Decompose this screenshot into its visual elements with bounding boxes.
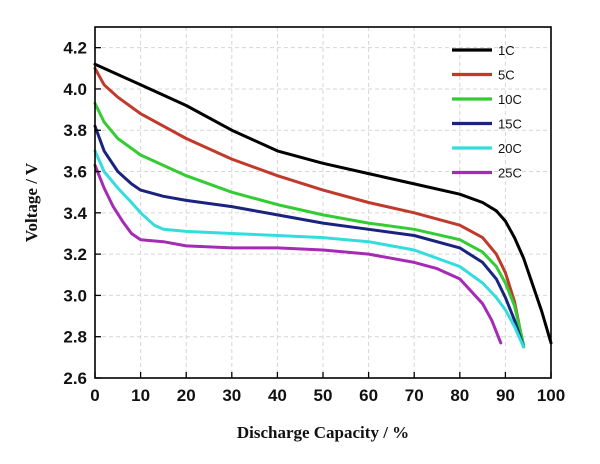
y-tick-label: 2.8 bbox=[63, 328, 87, 347]
x-tick-label: 10 bbox=[131, 386, 150, 405]
y-tick-label: 3.2 bbox=[63, 245, 87, 264]
series-line-5c bbox=[93, 66, 526, 349]
y-tick-label: 3.8 bbox=[63, 121, 87, 140]
y-tick-label: 3.0 bbox=[63, 286, 87, 305]
legend-label: 1C bbox=[498, 43, 515, 58]
x-tick-label: 20 bbox=[177, 386, 196, 405]
x-tick-label: 70 bbox=[405, 386, 424, 405]
axis-ticks bbox=[94, 46, 552, 379]
x-tick-label: 80 bbox=[450, 386, 469, 405]
legend: 1C 5C 10C 15C 20C 25C bbox=[452, 43, 522, 181]
y-tick-label: 3.4 bbox=[63, 204, 87, 223]
series-lines bbox=[93, 62, 553, 349]
legend-label: 25C bbox=[498, 166, 522, 181]
y-tick-label: 2.6 bbox=[63, 369, 87, 388]
legend-label: 15C bbox=[498, 117, 522, 132]
x-tick-label: 30 bbox=[222, 386, 241, 405]
y-axis-title: Voltage / V bbox=[22, 162, 41, 242]
legend-label: 20C bbox=[498, 141, 522, 156]
x-tick-label: 100 bbox=[537, 386, 565, 405]
series-line-15c bbox=[93, 124, 526, 349]
x-tick-label: 40 bbox=[268, 386, 287, 405]
x-tick-label: 50 bbox=[314, 386, 333, 405]
legend-label: 10C bbox=[498, 92, 522, 107]
series-line-10c bbox=[93, 101, 526, 347]
tick-labels: 0 10 20 30 40 50 60 70 80 90 100 2.6 2.8 3.0 3.2 3.4 3.6… bbox=[63, 39, 565, 405]
x-tick-label: 90 bbox=[496, 386, 515, 405]
y-tick-label: 4.2 bbox=[63, 39, 87, 58]
legend-label: 5C bbox=[498, 68, 515, 83]
y-tick-label: 4.0 bbox=[63, 80, 87, 99]
series-line-20c bbox=[93, 149, 526, 349]
grid-lines bbox=[95, 27, 551, 378]
series-line-25c bbox=[93, 163, 503, 345]
x-tick-label: 60 bbox=[359, 386, 378, 405]
y-tick-label: 3.6 bbox=[63, 163, 87, 182]
x-axis-title: Discharge Capacity / % bbox=[237, 423, 409, 442]
x-tick-label: 0 bbox=[90, 386, 99, 405]
series-line-1c bbox=[93, 62, 553, 345]
